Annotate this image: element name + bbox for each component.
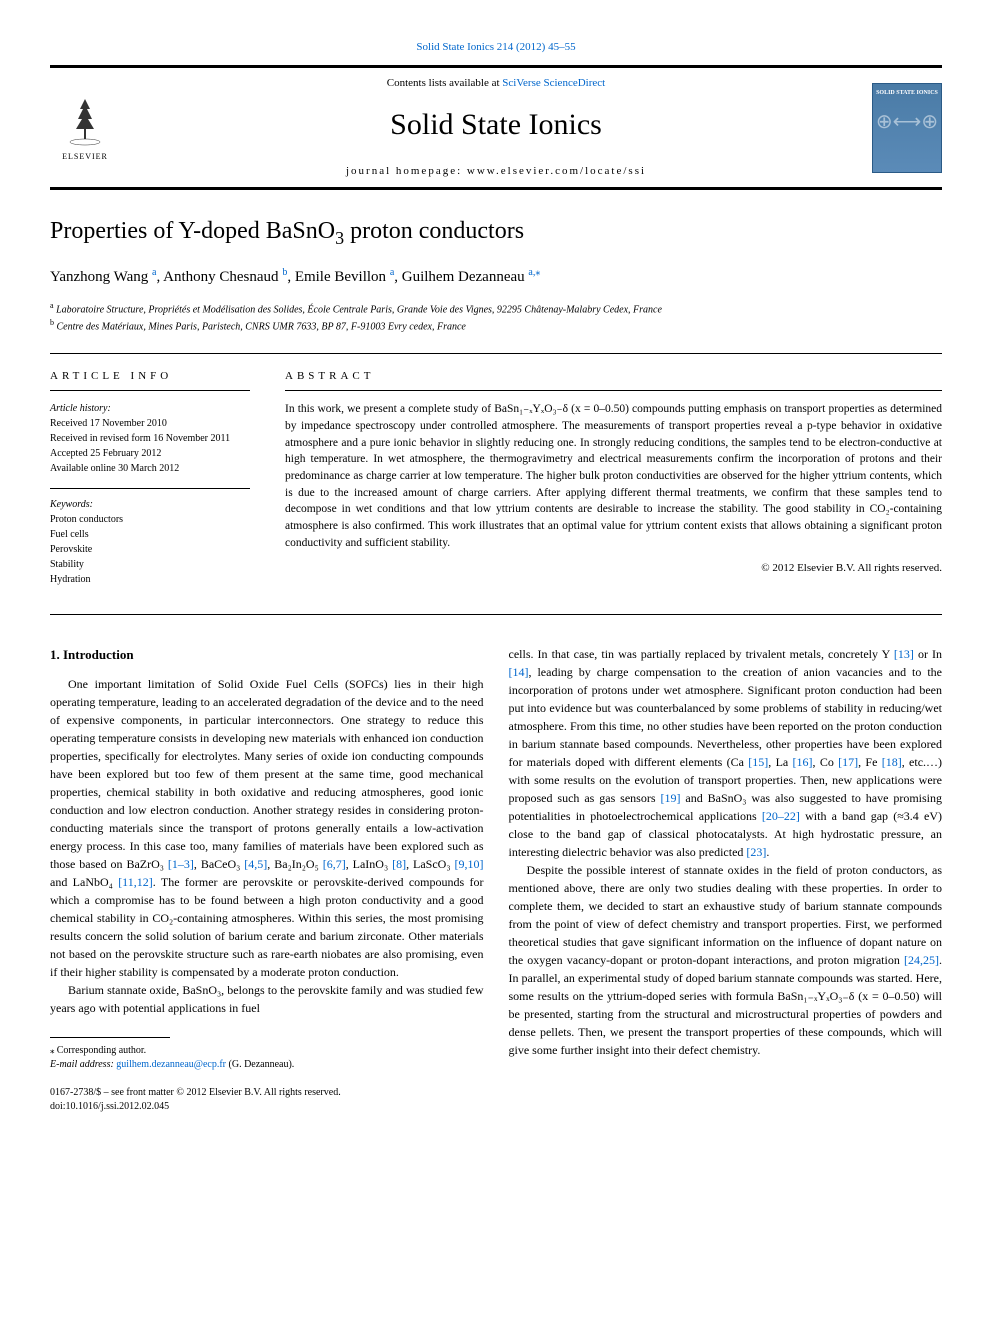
keyword: Perovskite (50, 542, 250, 557)
citation-link[interactable]: [19] (660, 791, 680, 805)
author: Emile Bevillon (295, 269, 386, 285)
citation-link[interactable]: [18] (882, 755, 902, 769)
citation-link[interactable]: [4,5] (244, 857, 267, 871)
section-heading: 1. Introduction (50, 645, 484, 665)
journal-name: Solid State Ionics (120, 104, 872, 146)
body-paragraph: One important limitation of Solid Oxide … (50, 675, 484, 981)
body-column-right: cells. In that case, tin was partially r… (509, 645, 943, 1114)
journal-homepage: journal homepage: www.elsevier.com/locat… (120, 164, 872, 179)
history-item: Received in revised form 16 November 201… (50, 431, 250, 446)
citation-link[interactable]: [11,12] (118, 875, 153, 889)
citation-link[interactable]: [6,7] (323, 857, 346, 871)
history-item: Accepted 25 February 2012 (50, 446, 250, 461)
affiliations: a Laboratoire Structure, Propriétés et M… (50, 300, 942, 335)
author: Anthony Chesnaud (163, 269, 278, 285)
citation-link[interactable]: [8] (392, 857, 406, 871)
abstract-section: ABSTRACT In this work, we present a comp… (285, 369, 942, 599)
body-column-left: 1. Introduction One important limitation… (50, 645, 484, 1114)
doi: doi:10.1016/j.ssi.2012.02.045 (50, 1100, 484, 1114)
body-paragraph: Barium stannate oxide, BaSnO₃, belongs t… (50, 981, 484, 1017)
article-info-heading: ARTICLE INFO (50, 369, 250, 391)
citation-link[interactable]: [9,10] (454, 857, 483, 871)
citation-link[interactable]: [17] (838, 755, 858, 769)
abstract-text: In this work, we present a complete stud… (285, 401, 942, 551)
elsevier-logo: ELSEVIER (50, 88, 120, 168)
email-link[interactable]: guilhem.dezanneau@ecp.fr (116, 1059, 226, 1070)
citation-link[interactable]: [13] (894, 647, 914, 661)
journal-citation: Solid State Ionics 214 (2012) 45–55 (50, 40, 942, 55)
citation-link[interactable]: [14] (509, 665, 529, 679)
journal-cover-thumbnail: SOLID STATE IONICS ⊕⟷⊕ (872, 83, 942, 173)
article-info-sidebar: ARTICLE INFO Article history: Received 1… (50, 369, 250, 599)
citation-link[interactable]: [20–22] (762, 809, 800, 823)
article-title: Properties of Y-doped BaSnO3 proton cond… (50, 215, 942, 251)
elsevier-tree-icon (60, 94, 110, 149)
abstract-heading: ABSTRACT (285, 369, 942, 391)
authors-list: Yanzhong Wang a, Anthony Chesnaud b, Emi… (50, 266, 942, 288)
author: Guilhem Dezanneau (402, 269, 525, 285)
citation-link[interactable]: [23] (746, 845, 766, 859)
keyword: Stability (50, 557, 250, 572)
history-label: Article history: (50, 401, 250, 416)
body-paragraph: Despite the possible interest of stannat… (509, 861, 943, 1059)
publisher-name: ELSEVIER (62, 151, 108, 162)
sciencedirect-link[interactable]: SciVerse ScienceDirect (502, 77, 605, 89)
issn-copyright: 0167-2738/$ – see front matter © 2012 El… (50, 1086, 484, 1114)
keyword: Hydration (50, 572, 250, 587)
citation-link[interactable]: Solid State Ionics 214 (2012) 45–55 (416, 41, 575, 53)
corresponding-marker: ,⁎ (533, 267, 541, 278)
citation-link[interactable]: [24,25] (904, 953, 939, 967)
citation-link[interactable]: [1–3] (168, 857, 194, 871)
history-item: Received 17 November 2010 (50, 416, 250, 431)
citation-link[interactable]: [15] (748, 755, 768, 769)
history-item: Available online 30 March 2012 (50, 461, 250, 476)
keywords-label: Keywords: (50, 497, 250, 512)
keyword: Fuel cells (50, 527, 250, 542)
cover-icon: ⊕⟷⊕ (876, 108, 938, 136)
journal-header: ELSEVIER Contents lists available at Sci… (50, 65, 942, 190)
contents-line: Contents lists available at SciVerse Sci… (120, 76, 872, 91)
footnote-separator (50, 1037, 170, 1038)
keyword: Proton conductors (50, 512, 250, 527)
copyright-line: © 2012 Elsevier B.V. All rights reserved… (285, 561, 942, 576)
corresponding-footnote: ⁎ Corresponding author. E-mail address: … (50, 1044, 484, 1072)
author: Yanzhong Wang (50, 269, 148, 285)
citation-link[interactable]: [16] (793, 755, 813, 769)
body-paragraph: cells. In that case, tin was partially r… (509, 645, 943, 861)
